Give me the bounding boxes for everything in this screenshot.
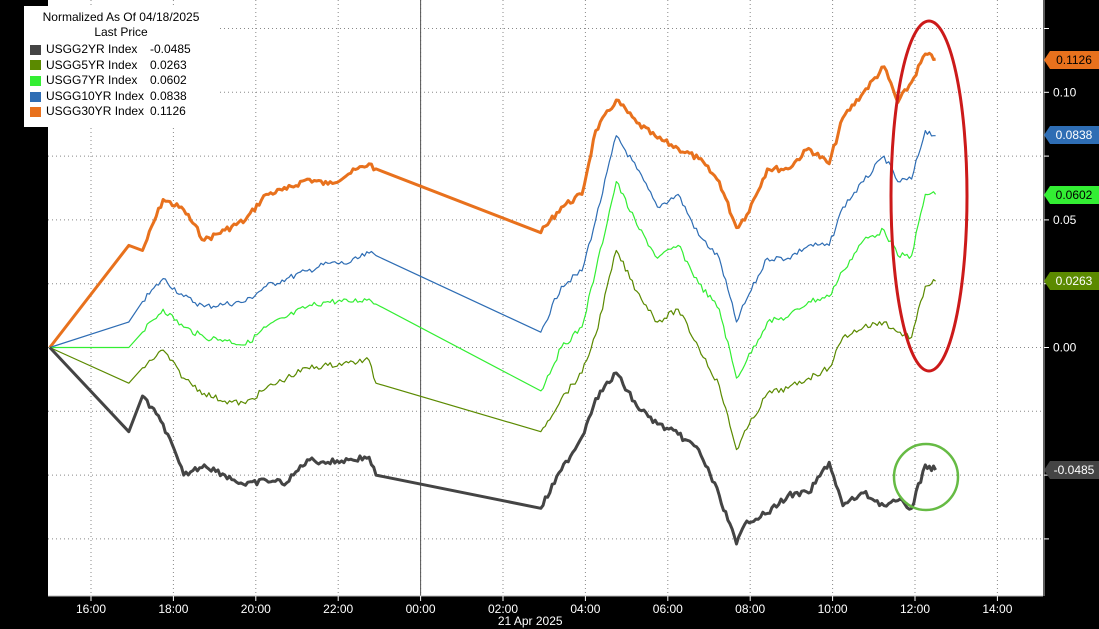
last-price-tag-bg [1044, 186, 1099, 204]
series-line [49, 181, 937, 392]
legend-item: USGG2YR Index -0.0485 [30, 42, 212, 58]
legend-item: USGG5YR Index 0.0263 [30, 58, 212, 74]
x-tick-label: 14:00 [982, 602, 1012, 616]
series-line [49, 130, 936, 349]
legend-swatch [30, 60, 41, 71]
x-axis-label: 21 Apr 2025 [498, 614, 563, 628]
last-price-tag-label: 0.0602 [1056, 188, 1093, 202]
legend: Normalized As Of 04/18/2025 Last Price U… [24, 6, 218, 127]
x-axis: 16:00 18:00 20:00 22:00 00:00 02:00 04:00 06:00… [48, 595, 1043, 616]
legend-item-name: USGG10YR Index [46, 88, 145, 103]
last-price-tag-bg [1044, 51, 1099, 69]
last-price-tag-label: 0.0838 [1056, 128, 1093, 142]
legend-item-value: 0.0838 [150, 88, 187, 103]
last-price-tag: 0.1126 [1044, 51, 1099, 69]
x-tick-label: 20:00 [241, 602, 271, 616]
series-line [48, 346, 937, 546]
legend-item-name: USGG2YR Index [46, 42, 138, 56]
last-price-tag-label: -0.0485 [1054, 463, 1095, 477]
last-price-tag: 0.0263 [1044, 272, 1099, 290]
highlight-ellipse-red [889, 19, 969, 373]
last-price-tag-bg [1044, 126, 1099, 144]
legend-item-name: USGG30YR Index [46, 104, 145, 119]
legend-item-name: USGG7YR Index [46, 73, 138, 88]
y-axis: 0.10 0.05 0.00 [1043, 0, 1077, 596]
x-tick-label: 18:00 [158, 602, 188, 616]
legend-swatch [30, 75, 41, 86]
y-tick-label: 0.05 [1053, 213, 1077, 227]
legend-item-value: -0.0485 [150, 42, 191, 56]
x-tick-label: 02:00 [488, 602, 518, 616]
last-price-tag: 0.0602 [1044, 186, 1099, 204]
series-line [48, 51, 936, 349]
legend-subtitle: Last Price [94, 25, 148, 39]
x-tick-label: 00:00 [406, 602, 436, 616]
x-tick-label: 16:00 [76, 602, 106, 616]
last-price-tags: 0.1126 0.0838 0.0602 0.0263 -0.0485 [1044, 51, 1099, 479]
x-tick-label: 06:00 [653, 602, 683, 616]
x-tick-label: 08:00 [735, 602, 765, 616]
legend-item: USGG30YR Index 0.1126 [30, 104, 212, 120]
legend-item-value: 0.1126 [150, 104, 186, 119]
last-price-tag-bg [1044, 272, 1099, 290]
last-price-tag-label: 0.1126 [1056, 53, 1092, 67]
x-tick-label: 10:00 [818, 602, 848, 616]
legend-item-name: USGG5YR Index [46, 57, 138, 72]
legend-swatch [30, 44, 41, 55]
legend-title: Normalized As Of 04/18/2025 [42, 10, 200, 24]
series-line [49, 249, 936, 451]
legend-item-value: 0.0263 [150, 57, 187, 72]
last-price-tag-bg [1044, 461, 1099, 479]
x-tick-label: 04:00 [570, 602, 600, 616]
last-price-tag: 0.0838 [1044, 126, 1099, 144]
x-tick-label: 12:00 [900, 602, 930, 616]
legend-swatch [30, 107, 41, 118]
y-tick-label: 0.10 [1053, 85, 1077, 99]
highlight-ellipses [889, 19, 969, 512]
highlight-ellipse-green [892, 442, 960, 512]
x-tick-label: 22:00 [323, 602, 353, 616]
last-price-tag-label: 0.0263 [1056, 274, 1093, 288]
series-lines [48, 51, 937, 546]
legend-swatch [30, 91, 41, 102]
legend-item: USGG7YR Index 0.0602 [30, 73, 212, 89]
y-tick-label: 0.00 [1053, 341, 1077, 355]
legend-item: USGG10YR Index 0.0838 [30, 89, 212, 105]
legend-item-value: 0.0602 [150, 73, 187, 88]
last-price-tag: -0.0485 [1044, 461, 1099, 479]
